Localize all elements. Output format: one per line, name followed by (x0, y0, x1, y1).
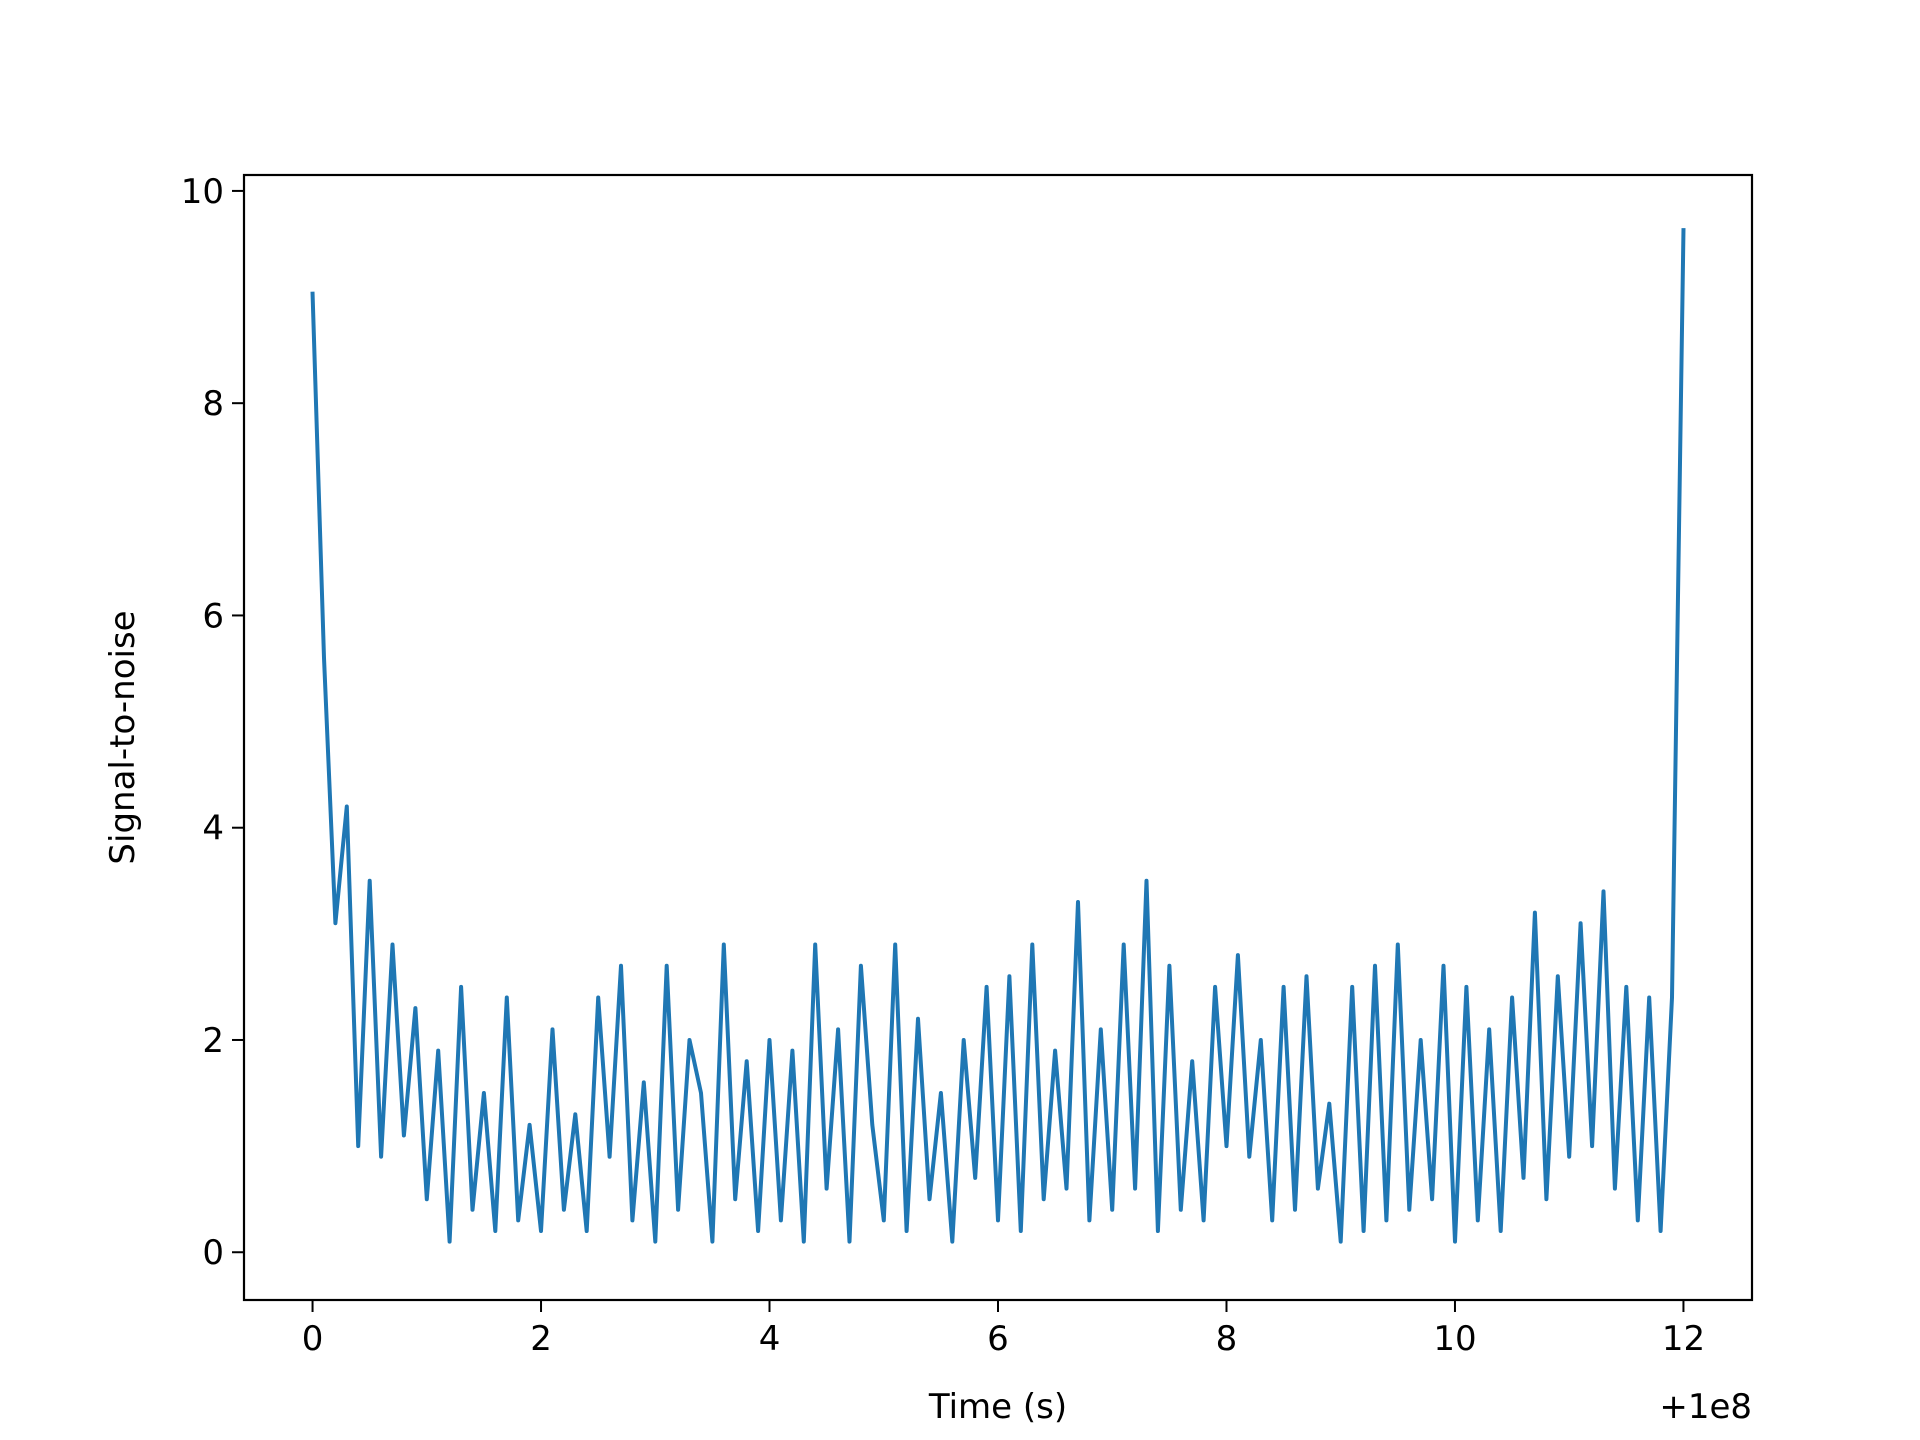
series-line-0 (310, 228, 1686, 1244)
x-tick-label: 8 (1216, 1319, 1238, 1359)
y-tick-label: 2 (202, 1021, 224, 1061)
x-axis: 0 2 4 6 8 10 12 (302, 1300, 1705, 1359)
y-tick-label: 4 (202, 809, 224, 849)
y-axis: 0 2 4 6 8 10 (181, 172, 244, 1273)
x-tick-label: 0 (302, 1319, 324, 1359)
x-axis-title: Time (s) (928, 1387, 1067, 1427)
y-tick-label: 8 (202, 384, 224, 424)
y-axis-title: Signal-to-noise (103, 610, 143, 864)
x-tick-label: 10 (1433, 1319, 1476, 1359)
y-tick-label: 10 (181, 172, 224, 212)
y-tick-label: 6 (202, 596, 224, 636)
x-axis-offset-text: +1e8 (1659, 1387, 1752, 1427)
x-tick-label: 2 (530, 1319, 552, 1359)
y-tick-label: 0 (202, 1233, 224, 1273)
x-tick-label: 12 (1662, 1319, 1705, 1359)
series-layer (310, 228, 1686, 1244)
x-tick-label: 6 (987, 1319, 1009, 1359)
x-tick-label: 4 (759, 1319, 781, 1359)
